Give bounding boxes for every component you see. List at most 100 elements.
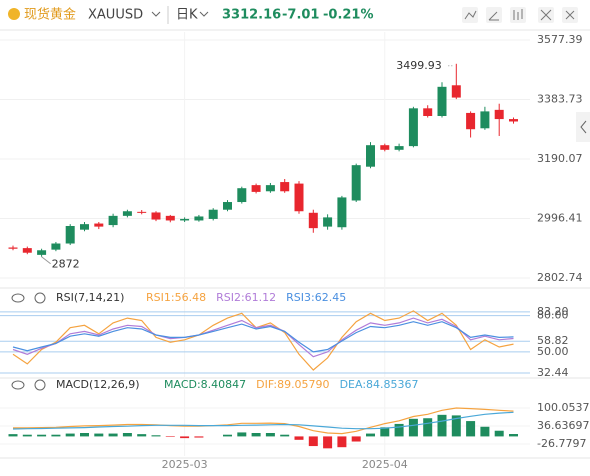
tool-icon [513, 9, 523, 20]
macd-bar [251, 433, 261, 437]
tool-button[interactable] [462, 7, 478, 23]
y-tick-label: 80.00 [537, 309, 569, 322]
y-tick-label: 3577.39 [537, 33, 583, 46]
macd-bar [294, 436, 304, 440]
symbol[interactable]: XAUUSD [88, 8, 143, 23]
candle-body [151, 212, 161, 220]
macd-bar [22, 434, 32, 437]
macd-bar [80, 433, 89, 437]
candle-body [423, 108, 433, 117]
settings-icon[interactable] [34, 379, 46, 391]
candle-body [180, 218, 190, 221]
macd-bar [194, 436, 204, 438]
macd-bar [165, 436, 175, 437]
candle-body [380, 145, 390, 150]
candle-body [280, 182, 290, 192]
legend-entry: RSI2:61.12 [216, 291, 276, 304]
y-tick-label: 3383.73 [537, 92, 583, 105]
candle-body [122, 211, 132, 216]
candle-body [37, 250, 47, 255]
candle-body [51, 243, 61, 250]
candle-body [265, 185, 275, 192]
macd-bar [509, 434, 518, 437]
candle-body [323, 217, 333, 227]
change: -7.01 [282, 8, 319, 23]
macd-bar [137, 434, 147, 437]
y-tick-label: 2802.74 [537, 271, 583, 284]
candle-body [308, 212, 318, 229]
settings-icon[interactable] [34, 292, 46, 304]
y-tick-label: 58.82 [537, 334, 569, 347]
gold-icon [8, 8, 20, 20]
candle-body [494, 109, 504, 120]
candle-body [294, 183, 304, 212]
candle-body [437, 86, 447, 117]
candle-body [251, 185, 261, 192]
macd-bar [480, 426, 490, 437]
macd-bar [351, 436, 361, 442]
y-tick-label: 2996.41 [537, 211, 583, 224]
macd-bar [51, 434, 61, 437]
title: 现货黄金 [24, 7, 76, 23]
y-tick-label: 83.20 [537, 305, 569, 318]
legend-entry: DEA:84.85367 [340, 378, 419, 391]
x-tick-label: 2025-03 [162, 458, 208, 471]
candle-body [394, 146, 404, 150]
tool-icon [488, 11, 499, 21]
dropdown-arrow[interactable] [199, 11, 209, 17]
y-tick-label: 32.44 [537, 366, 569, 379]
candle-body [337, 197, 347, 228]
macd-bar [180, 436, 190, 439]
tool-icon [565, 10, 575, 20]
macd-bar [451, 415, 461, 437]
candle-body [94, 223, 104, 227]
candle-body [208, 209, 218, 219]
legend-entry: RSI3:62.45 [286, 291, 346, 304]
macd-bar [437, 414, 447, 437]
x-tick-label: 2025-04 [362, 458, 408, 471]
collapse-button[interactable] [576, 112, 590, 142]
macd-bar [337, 436, 347, 448]
macd-title: MACD(12,26,9) [56, 378, 140, 391]
macd-bar [94, 433, 104, 437]
eye-icon[interactable] [11, 380, 25, 390]
y-tick-label: 100.05374 [537, 401, 590, 414]
series-line [12, 411, 514, 430]
candle-body [237, 188, 247, 203]
macd-bar [323, 436, 333, 449]
candle-body [480, 111, 490, 129]
candle-body [509, 119, 518, 122]
candle-body [466, 112, 476, 130]
macd-bar [466, 421, 476, 437]
candle-body [22, 248, 32, 253]
macd-bar [223, 434, 232, 437]
macd-bar [65, 433, 75, 437]
y-tick-label: 50.00 [537, 345, 569, 358]
tool-icon [540, 9, 552, 21]
series-line [12, 321, 514, 353]
macd-bar [37, 434, 47, 437]
change-pct: -0.21% [323, 8, 374, 23]
macd-bar [151, 435, 161, 437]
candle-body [194, 216, 204, 221]
legend-entry: DIF:89.05790 [256, 378, 329, 391]
macd-bar [122, 433, 132, 437]
toolbar [462, 7, 578, 23]
candle-body [165, 215, 175, 221]
macd-bar [494, 430, 504, 437]
y-tick-label: 36.63697 [537, 419, 590, 432]
rsi-title: RSI(7,14,21) [56, 291, 124, 304]
panel-icons [11, 292, 46, 391]
eye-icon[interactable] [11, 293, 25, 303]
high-label: 3499.93 [396, 59, 442, 72]
macd-bar [237, 432, 247, 437]
period[interactable]: 日K [176, 8, 198, 23]
candle-body [351, 165, 361, 201]
candle-body [65, 225, 75, 244]
candle-body [8, 247, 18, 249]
macd-bar [394, 423, 404, 437]
macd-bar [366, 433, 375, 437]
dropdown-arrow[interactable] [151, 11, 161, 17]
macd-bar [108, 433, 118, 437]
